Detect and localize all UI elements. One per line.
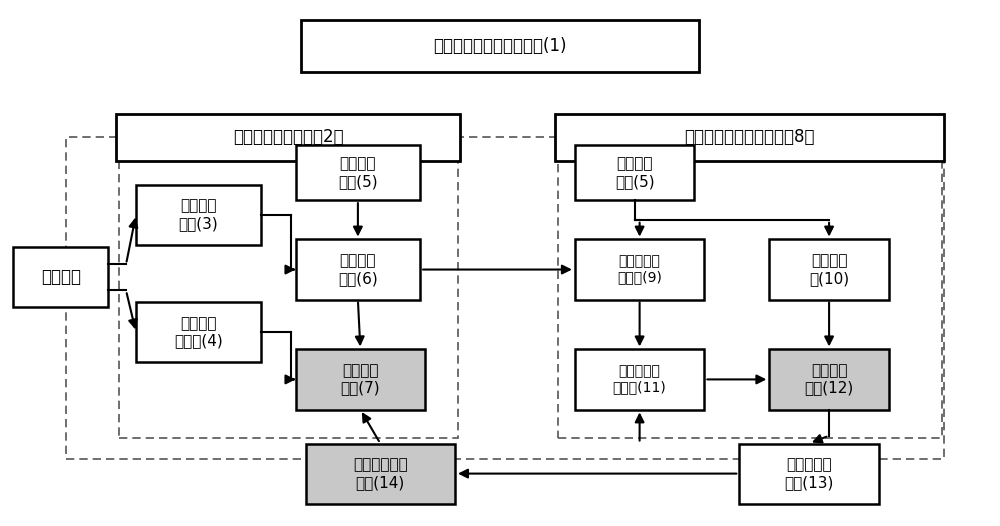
Text: 周边概况展
示系统(9): 周边概况展 示系统(9) xyxy=(617,255,662,285)
Text: 电子地图
系统(5): 电子地图 系统(5) xyxy=(338,157,378,189)
Text: 手机定位
系统(3): 手机定位 系统(3) xyxy=(178,198,218,231)
Bar xyxy=(296,145,420,200)
Text: 人员报警: 人员报警 xyxy=(41,268,81,286)
Bar xyxy=(769,349,889,410)
Text: 电子地图
系统(5): 电子地图 系统(5) xyxy=(615,157,654,189)
Text: 中心可视化
系统(13): 中心可视化 系统(13) xyxy=(784,458,834,490)
Bar xyxy=(555,114,944,161)
Text: 关键词识
别系统(4): 关键词识 别系统(4) xyxy=(174,316,223,349)
Bar xyxy=(575,239,704,300)
Bar xyxy=(119,145,458,438)
Text: 案例库系
统(10): 案例库系 统(10) xyxy=(809,254,849,286)
Bar xyxy=(116,114,460,161)
Bar xyxy=(296,239,420,300)
Bar xyxy=(296,349,425,410)
Bar xyxy=(13,247,108,308)
Bar xyxy=(739,443,879,504)
Text: 事件分析
系统(12): 事件分析 系统(12) xyxy=(804,363,854,396)
Bar xyxy=(575,145,694,200)
Bar xyxy=(136,302,261,362)
Text: 地理信息
系统(6): 地理信息 系统(6) xyxy=(338,254,378,286)
Bar xyxy=(575,349,704,410)
Text: 地点确认
系统(7): 地点确认 系统(7) xyxy=(341,363,380,396)
Bar xyxy=(136,185,261,245)
Text: 事件种类识
别系统(11): 事件种类识 别系统(11) xyxy=(613,365,666,394)
Text: 多技术融合应急协同系统(1): 多技术融合应急协同系统(1) xyxy=(433,37,567,55)
Bar xyxy=(769,239,889,300)
Text: 突发事件定位系统（2）: 突发事件定位系统（2） xyxy=(233,128,343,146)
Bar xyxy=(301,19,699,72)
Text: 突发事件综合研判系统（8）: 突发事件综合研判系统（8） xyxy=(684,128,815,146)
Bar xyxy=(66,137,944,459)
Bar xyxy=(558,145,942,438)
Text: 车载信息交互
系统(14): 车载信息交互 系统(14) xyxy=(353,458,408,490)
Bar xyxy=(306,443,455,504)
